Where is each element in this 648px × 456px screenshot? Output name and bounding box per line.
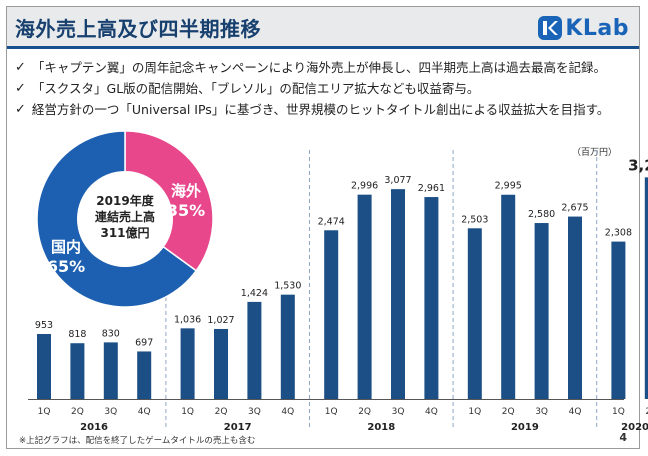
quarter-tick-label: 2Q [215, 407, 228, 417]
quarter-tick-label: 3Q [104, 407, 117, 417]
bar-value-label: 2,503 [461, 214, 488, 225]
bar-value-label: 1,036 [174, 314, 201, 325]
bar [534, 223, 549, 399]
pie-center-text: 連結売上高 [95, 209, 155, 224]
bar-value-label: 2,308 [605, 228, 632, 239]
bar [247, 301, 262, 399]
bar [214, 328, 228, 399]
bar-value-label: 818 [68, 329, 86, 340]
quarter-tick-label: 4Q [569, 407, 582, 417]
footnote: ※上記グラフは、配信を終了したゲームタイトルの売上も含む [19, 436, 256, 446]
bar [103, 342, 118, 399]
bar-value-label: 953 [35, 320, 53, 331]
check-icon: ✓ [15, 81, 26, 96]
page-number: 4 [619, 431, 627, 444]
pie-slice-label: 海外 [171, 182, 201, 200]
quarter-tick-label: 4Q [425, 407, 438, 417]
bar [324, 230, 339, 399]
bar-value-label: 2,474 [318, 216, 345, 227]
pie-slice-value: 65% [47, 257, 85, 276]
page-title: 海外売上高及び四半期推移 [15, 17, 261, 41]
quarter-tick-label: 2Q [358, 407, 371, 417]
bar [467, 228, 482, 399]
logo-text: KLab [565, 15, 629, 41]
pie-center-text: 2019年度 [96, 193, 154, 208]
klab-logo: KLab [537, 15, 629, 41]
check-icon: ✓ [15, 60, 26, 75]
pie-slice-value: 35% [167, 201, 205, 220]
bar [70, 343, 85, 399]
quarter-tick-label: 1Q [325, 407, 338, 417]
quarter-tick-label: 3Q [248, 407, 261, 417]
bar-value-label: 3,077 [384, 175, 411, 186]
quarter-tick-label: 3Q [535, 407, 548, 417]
bar [568, 216, 582, 399]
bar-value-label: 2,580 [528, 209, 555, 220]
bar-value-label: 1,424 [241, 288, 268, 299]
header-bar: 海外売上高及び四半期推移 KLab [7, 7, 639, 49]
pie-center-hole [77, 171, 173, 267]
bar-value-label: 2,996 [351, 181, 378, 192]
year-label: 2020 [621, 422, 648, 433]
bar-value-label: 1,530 [274, 281, 301, 292]
quarter-tick-label: 3Q [392, 407, 405, 417]
bar-value-label: 2,995 [495, 181, 522, 192]
check-icon: ✓ [15, 102, 26, 117]
bar [644, 177, 648, 399]
year-label: 2017 [224, 422, 252, 433]
unit-label: （百万円） [572, 148, 618, 158]
quarter-tick-label: 2Q [71, 407, 84, 417]
quarter-tick-label: 2Q [502, 407, 515, 417]
bullet-text: 「スクスタ」GL版の配信開始、「ブレソル」の配信エリア拡大なども収益寄与。 [31, 81, 480, 96]
bar [611, 241, 626, 399]
bar-value-label: 2,675 [561, 203, 588, 214]
bullet-list: ✓ 「キャプテン翼」の周年記念キャンペーンにより海外売上が伸長し、四半期売上高は… [15, 57, 635, 120]
bar-value-label: 3,250 [628, 156, 648, 174]
quarter-tick-label: 1Q [38, 407, 51, 417]
bar-value-label: 1,027 [207, 315, 234, 326]
bullet-text: 「キャプテン翼」の周年記念キャンペーンにより海外売上が伸長し、四半期売上高は過去… [31, 60, 607, 75]
bar [137, 351, 152, 399]
bullet-item: ✓ 「キャプテン翼」の周年記念キャンペーンにより海外売上が伸長し、四半期売上高は… [15, 57, 635, 78]
pie-center-text: 311億円 [100, 225, 149, 240]
bar [357, 194, 372, 399]
quarter-tick-label: 1Q [181, 407, 194, 417]
bar [180, 328, 195, 399]
bar [280, 294, 295, 399]
quarter-tick-label: 1Q [612, 407, 625, 417]
bar [424, 197, 439, 399]
bar [391, 189, 405, 399]
quarter-tick-label: 1Q [468, 407, 481, 417]
bar-value-label: 830 [102, 328, 120, 339]
klab-logo-icon [538, 16, 563, 40]
bar [37, 334, 51, 399]
quarter-tick-label: 2Q [645, 407, 648, 417]
year-label: 2019 [511, 422, 539, 433]
pie-slice-label: 国内 [51, 238, 81, 256]
bullet-item: ✓ 経営方針の一つ「Universal IPs」に基づき、世界規模のヒットタイト… [15, 99, 635, 120]
quarter-tick-label: 4Q [138, 407, 151, 417]
bar-value-label: 697 [135, 337, 153, 348]
year-label: 2018 [367, 422, 395, 433]
bullet-text: 経営方針の一つ「Universal IPs」に基づき、世界規模のヒットタイトル創… [31, 102, 610, 117]
bar-value-label: 2,961 [418, 183, 445, 194]
bullet-item: ✓ 「スクスタ」GL版の配信開始、「ブレソル」の配信エリア拡大なども収益寄与。 [15, 78, 635, 99]
bar [501, 194, 516, 399]
year-label: 2016 [80, 422, 108, 433]
quarter-tick-label: 4Q [281, 407, 294, 417]
